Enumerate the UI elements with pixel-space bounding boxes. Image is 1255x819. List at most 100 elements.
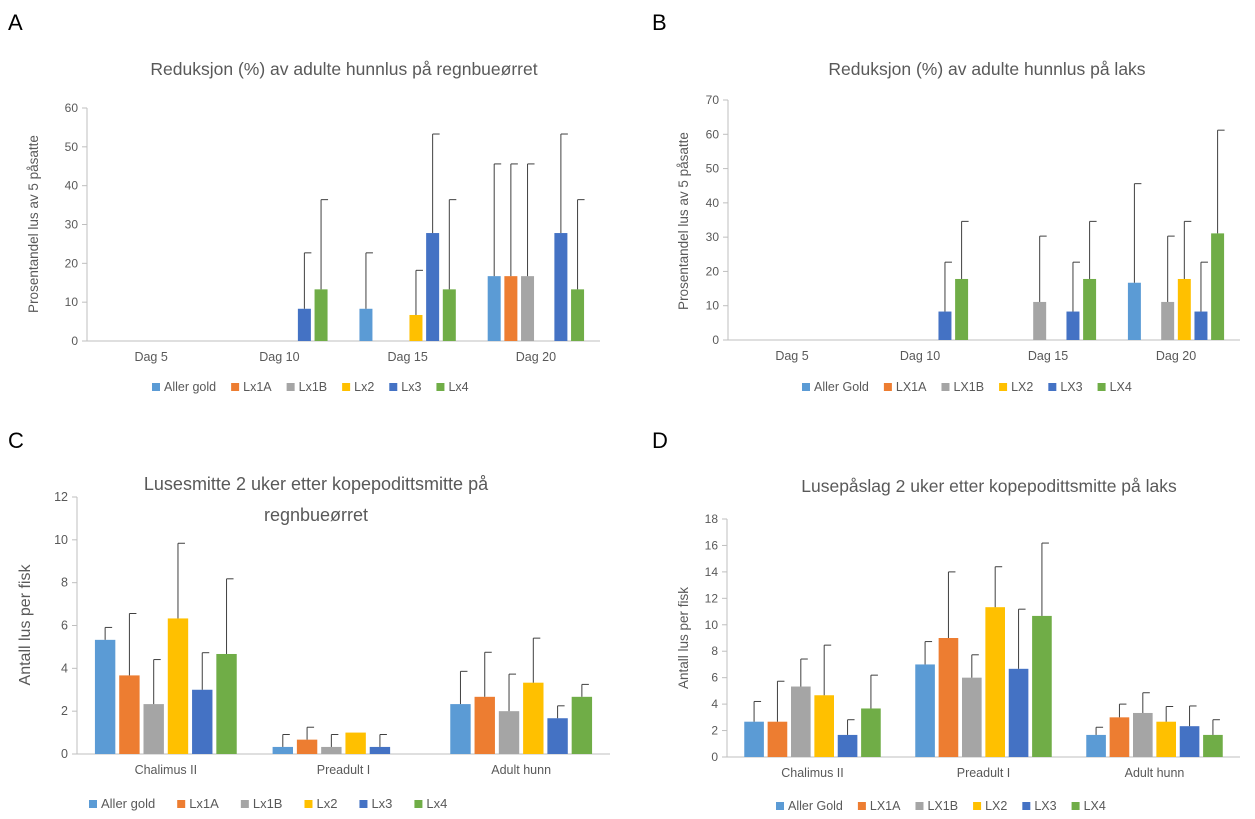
chart4-bar: [1203, 734, 1223, 757]
chart3-legend-swatch: [89, 800, 97, 808]
chart3-bar: [498, 711, 520, 754]
chart1-bar: [409, 314, 423, 341]
chart3-y-axis-label: Antall lus per fisk: [17, 564, 34, 686]
chart1-bar: [359, 308, 373, 341]
chart4-bar: [1132, 712, 1153, 757]
chart2-y-tick-label: 70: [706, 93, 720, 107]
chart1-bar: [442, 289, 456, 341]
chart2-bar: [1127, 282, 1141, 340]
chart3-legend-swatch: [304, 800, 313, 808]
chart4-bar: [767, 721, 788, 757]
chart2-bar: [1211, 233, 1225, 340]
chart2-legend-label: LX1B: [953, 380, 984, 394]
chart1-legend-swatch: [152, 383, 160, 391]
chart4-bar: [744, 721, 764, 757]
chart2-legend-label: LX3: [1060, 380, 1082, 394]
panel-letter-c: C: [8, 428, 24, 453]
chart3-x-tick-label: Adult hunn: [491, 763, 551, 777]
chart1-bar: [487, 276, 501, 341]
chart4-legend-label: Aller Gold: [788, 799, 843, 813]
chart1-y-tick-label: 0: [71, 334, 78, 348]
chart2-bar: [1161, 301, 1175, 340]
chart3-bar: [272, 746, 293, 754]
chart4-legend-swatch: [973, 802, 982, 810]
chart2-y-tick-label: 20: [706, 264, 720, 278]
chart3-bar: [547, 718, 568, 754]
chart4-legend-label: LX4: [1084, 799, 1106, 813]
chart4-bar: [1008, 668, 1029, 757]
chart3-bar: [345, 732, 366, 754]
chart3-y-tick-label: 4: [61, 661, 68, 675]
chart4-x-tick-label: Adult hunn: [1125, 766, 1185, 780]
chart2-y-tick-label: 60: [706, 127, 720, 141]
chart4-y-tick-label: 12: [705, 591, 719, 605]
chart3-x-tick-label: Preadult I: [317, 763, 371, 777]
chart4-legend-label: LX3: [1034, 799, 1056, 813]
panel-letter-a: A: [8, 10, 23, 35]
chart2-y-tick-label: 10: [706, 299, 720, 313]
chart1-y-tick-label: 40: [65, 179, 79, 193]
chart2-bar: [1033, 301, 1047, 340]
chart4-bar: [814, 695, 835, 757]
chart3-bar: [321, 746, 342, 754]
chart3-bar: [523, 682, 544, 754]
chart3-y-tick-label: 8: [61, 576, 68, 590]
chart1-bar: [504, 276, 518, 341]
chart3-legend-label: Lx4: [426, 796, 447, 811]
chart4-y-axis-label: Antall lus per fisk: [676, 587, 691, 689]
chart1-x-tick-label: Dag 5: [134, 350, 167, 364]
chart4-y-tick-label: 18: [705, 512, 719, 526]
chart4-legend-swatch: [1022, 802, 1031, 810]
chart3-bar: [571, 696, 593, 754]
chart3-bar: [143, 704, 164, 754]
chart2-legend-swatch: [883, 383, 892, 391]
chart3-legend-swatch: [240, 800, 249, 808]
chart3-bar: [474, 696, 495, 754]
chart2-y-tick-label: 50: [706, 162, 720, 176]
chart2-y-axis-label: Prosentandel lus av 5 påsatte: [676, 132, 691, 310]
chart4-legend-swatch: [776, 802, 784, 810]
chart4-bar: [1032, 615, 1052, 757]
chart1-legend-label: Lx4: [448, 380, 468, 394]
chart4-legend-swatch: [857, 802, 866, 810]
chart1-bar: [314, 289, 328, 341]
chart2-bar: [1177, 278, 1191, 340]
chart1-x-tick-label: Dag 20: [516, 350, 556, 364]
chart2-legend-swatch: [941, 383, 950, 391]
chart1-legend-label: Lx3: [401, 380, 421, 394]
chart4-y-tick-label: 8: [711, 644, 718, 658]
chart3-title-line-1: Lusesmitte 2 uker etter kopepodittsmitte…: [144, 474, 489, 494]
chart1-legend-swatch: [389, 383, 398, 391]
chart3-bar: [216, 653, 237, 754]
chart2-title: Reduksjon (%) av adulte hunnlus på laks: [828, 59, 1145, 79]
chart1-x-tick-label: Dag 15: [387, 350, 427, 364]
chart4-bar: [961, 677, 982, 757]
chart3-legend-swatch: [414, 800, 423, 808]
chart4-legend-label: LX1B: [927, 799, 958, 813]
chart4-legend-label: LX1A: [870, 799, 901, 813]
chart2-bar: [1083, 278, 1097, 340]
chart1-legend-label: Aller gold: [164, 380, 216, 394]
chart1-bar: [297, 308, 311, 341]
chart2-x-tick-label: Dag 15: [1028, 349, 1068, 363]
chart1-legend-swatch: [231, 383, 240, 391]
chart2-legend-label: LX2: [1011, 380, 1033, 394]
chart3-y-tick-label: 6: [61, 619, 68, 633]
chart4-y-tick-label: 6: [711, 671, 718, 685]
chart2-x-tick-label: Dag 5: [775, 349, 808, 363]
chart3-bar: [119, 675, 140, 754]
chart3-bar: [450, 704, 471, 754]
chart4-bar: [790, 686, 811, 757]
chart3-y-tick-label: 0: [61, 747, 68, 761]
chart3-bar: [192, 689, 213, 754]
chart1-bar: [554, 233, 568, 341]
chart3-y-tick-label: 10: [54, 533, 68, 547]
chart4-legend-swatch: [1071, 802, 1080, 810]
chart1-title: Reduksjon (%) av adulte hunnlus på regnb…: [150, 59, 537, 79]
chart4-bar: [1179, 726, 1200, 757]
chart2-bar: [1194, 311, 1208, 340]
chart1-bar: [521, 276, 535, 341]
chart2-bar: [955, 278, 969, 340]
chart4-bar: [938, 638, 959, 757]
chart3-title-line-2: regnbueørret: [264, 505, 368, 525]
